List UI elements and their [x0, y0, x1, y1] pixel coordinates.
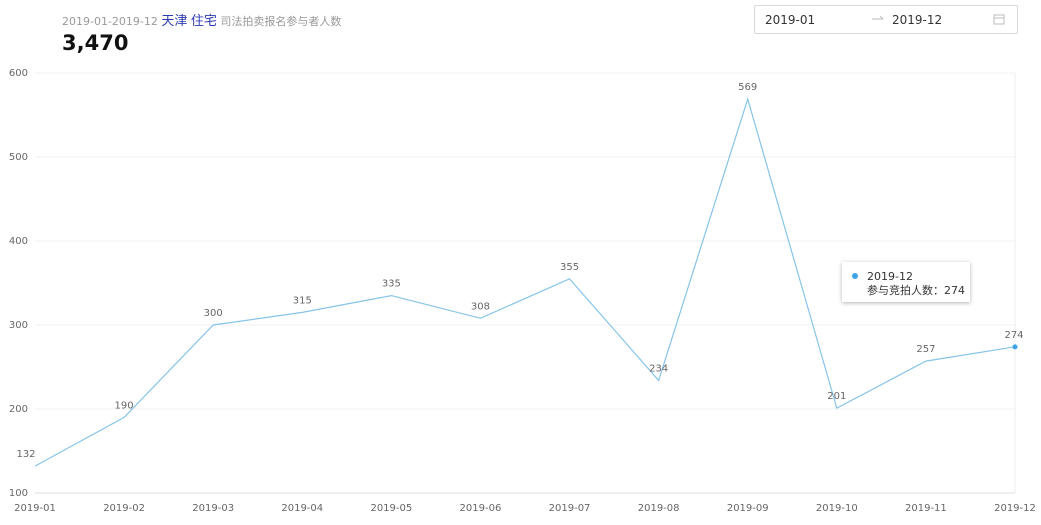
tooltip-dot	[852, 273, 858, 279]
value-label: 569	[738, 82, 757, 93]
x-tick-label: 2019-07	[549, 503, 591, 514]
start-date[interactable]: 2019-01	[765, 13, 816, 27]
end-date[interactable]: 2019-12	[892, 13, 943, 27]
x-tick-label: 2019-06	[460, 503, 502, 514]
date-range[interactable]: 2019-01 2019-12	[754, 5, 1018, 34]
value-label: 315	[293, 295, 312, 306]
total: 3,470	[62, 31, 129, 55]
y-tick-label: 200	[9, 404, 28, 415]
value-label: 257	[916, 344, 935, 355]
value-label: 355	[560, 262, 579, 273]
y-tick-label: 400	[9, 236, 28, 247]
marker	[1012, 344, 1018, 350]
x-tick-label: 2019-11	[905, 503, 947, 514]
value-label: 234	[649, 363, 668, 374]
x-tick-label: 2019-02	[103, 503, 145, 514]
calendar-icon[interactable]	[993, 13, 1005, 25]
x-tick-label: 2019-03	[192, 503, 234, 514]
period: 2019-01-2019-12	[62, 15, 158, 28]
arrow-icon	[872, 15, 884, 20]
value-label: 201	[827, 391, 846, 402]
value-label: 300	[204, 308, 223, 319]
tooltip-title: 2019-12	[867, 270, 913, 283]
tooltip-text: 参与竞拍人数：274	[867, 284, 965, 297]
value-label: 308	[471, 301, 490, 312]
x-tick-label: 2019-01	[14, 503, 56, 514]
x-tick-label: 2019-04	[281, 503, 323, 514]
value-label: 190	[115, 400, 134, 411]
city: 天津	[161, 14, 188, 29]
x-tick-label: 2019-12	[994, 503, 1036, 514]
value-label: 274	[1004, 330, 1023, 341]
x-tick-label: 2019-10	[816, 503, 858, 514]
x-tick-label: 2019-05	[370, 503, 412, 514]
value-label: 335	[382, 279, 401, 290]
y-tick-label: 500	[9, 152, 28, 163]
metric: 司法拍卖报名参与者人数	[220, 15, 342, 28]
y-tick-label: 300	[9, 320, 28, 331]
y-tick-label: 100	[9, 488, 28, 499]
x-tick-label: 2019-09	[727, 503, 769, 514]
value-label: 132	[16, 449, 35, 460]
x-tick-label: 2019-08	[638, 503, 680, 514]
tooltip: 2019-12 参与竞拍人数：274	[842, 262, 970, 302]
y-tick-label: 600	[9, 68, 28, 79]
category: 住宅	[190, 14, 217, 29]
header: 2019-01-2019-12 天津 住宅 司法拍卖报名参与者人数	[62, 10, 341, 29]
